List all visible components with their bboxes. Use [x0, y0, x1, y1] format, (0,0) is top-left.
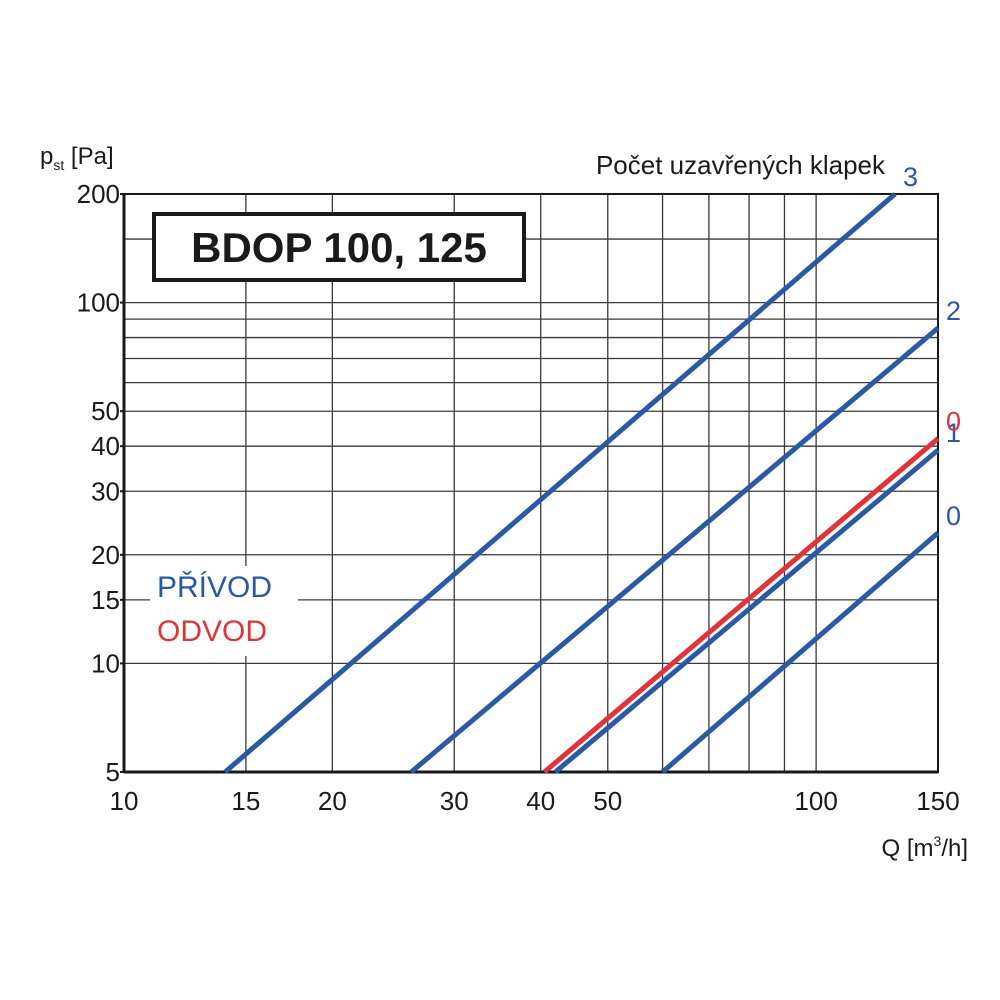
y-tick-label: 200 [77, 179, 120, 209]
chart-title: BDOP 100, 125 [191, 224, 487, 271]
y-tick-label: 20 [91, 540, 120, 570]
y-tick-label: 40 [91, 431, 120, 461]
series-line-odvod-0 [542, 436, 940, 774]
legend-background [150, 566, 298, 656]
x-tick-label: 20 [318, 786, 347, 816]
series-line-privod-2 [409, 326, 940, 774]
x-tick-label: 100 [794, 786, 837, 816]
x-tick-label: 150 [916, 786, 959, 816]
x-tick-label: 30 [440, 786, 469, 816]
series-line-privod-0 [660, 530, 940, 774]
series-line-privod-3 [223, 192, 897, 774]
grid [120, 193, 939, 774]
legend-odvod: ODVOD [157, 615, 267, 648]
title-box [152, 212, 526, 282]
y-axis-label: pst [Pa] [40, 143, 114, 173]
x-tick-label: 40 [526, 786, 555, 816]
series-label-privod-1: 1 [946, 418, 961, 448]
y-tick-label: 10 [91, 648, 120, 678]
x-tick-label: 15 [231, 786, 260, 816]
x-axis-label: Q [m3/h] [882, 833, 968, 862]
series-label-odvod-0: 0 [946, 407, 961, 437]
series-line-privod-1 [553, 448, 940, 774]
legend-privod: PŘÍVOD [157, 571, 272, 604]
series-label-privod-3: 3 [903, 162, 918, 192]
y-tick-label: 100 [77, 288, 120, 318]
y-tick-label: 30 [91, 476, 120, 506]
x-tick-label: 10 [110, 786, 139, 816]
series-label-privod-2: 2 [946, 296, 961, 326]
y-tick-label: 5 [106, 757, 120, 787]
header-text: Počet uzavřených klapek [596, 150, 886, 180]
x-tick-label: 50 [593, 786, 622, 816]
y-tick-label: 15 [91, 585, 120, 615]
series-label-privod-0: 0 [946, 501, 961, 531]
y-tick-label: 50 [91, 396, 120, 426]
